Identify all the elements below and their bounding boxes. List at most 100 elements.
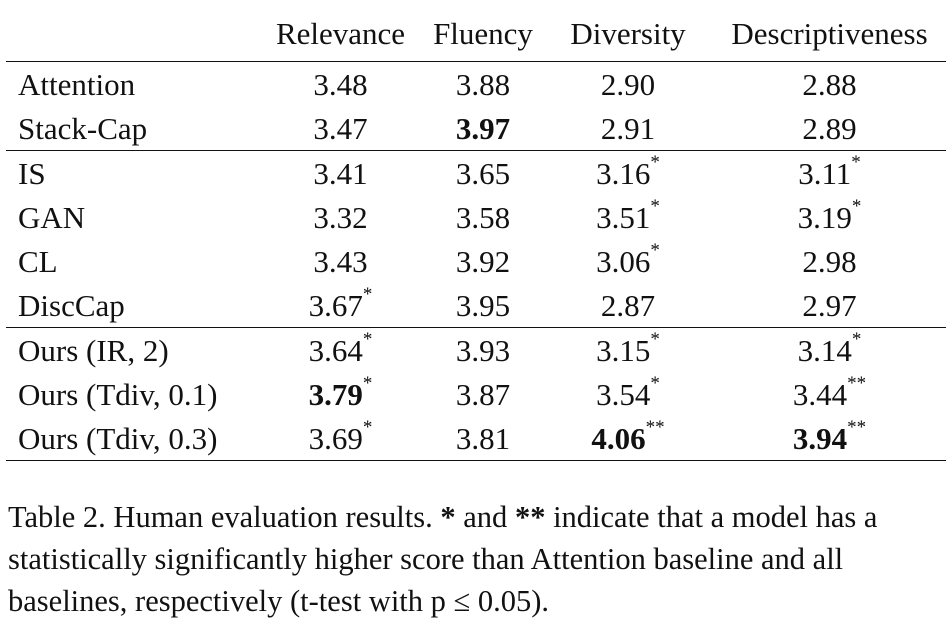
score-value: 3.93	[455, 332, 511, 368]
model-name-cell: Stack-Cap	[18, 110, 148, 146]
score-value: 2.97	[802, 287, 857, 323]
score-cell: 3.48	[258, 62, 423, 107]
header-cell-fluency: Fluency	[433, 15, 533, 51]
caption-text-1: Table 2. Human evaluation results.	[8, 500, 441, 534]
score-cell: 2.88	[713, 62, 946, 107]
score-value: 3.32	[313, 199, 368, 235]
score-wrapper: 3.54*	[596, 374, 660, 412]
score-wrapper: 3.79*	[308, 374, 373, 412]
table-header-row: Relevance Fluency Diversity Descriptiven…	[6, 8, 946, 62]
score-cell: 3.41	[258, 150, 423, 195]
table-row: Ours (Tdiv, 0.1) 3.79* 3.87 3.54* 3.44**	[6, 372, 946, 416]
score-value: 3.97	[455, 110, 511, 146]
score-wrapper: 3.94**	[792, 418, 866, 456]
score-wrapper: 2.90	[601, 69, 655, 100]
score-value: 3.16	[596, 155, 651, 191]
significance-marker: *	[851, 196, 862, 218]
score-cell: 3.11*	[713, 150, 946, 195]
score-value: 3.69	[308, 420, 363, 456]
score-wrapper: 3.69*	[308, 418, 373, 456]
score-value: 3.14	[797, 332, 852, 368]
score-wrapper: 2.87	[601, 290, 655, 321]
score-cell: 3.65	[423, 150, 543, 195]
score-value: 3.65	[455, 155, 511, 191]
header-cell-relevance: Relevance	[275, 15, 406, 51]
score-wrapper: 3.67*	[309, 285, 373, 320]
model-name-cell: GAN	[18, 199, 86, 235]
significance-marker: *	[362, 417, 373, 439]
score-wrapper: 3.14*	[797, 330, 862, 368]
score-value: 2.89	[802, 110, 857, 146]
score-value: 2.90	[600, 66, 656, 102]
score-wrapper: 3.65	[456, 158, 510, 189]
score-cell: 2.91	[543, 106, 713, 151]
score-cell: 3.88	[423, 62, 543, 107]
table-row: GAN 3.32 3.58 3.51* 3.19*	[6, 195, 946, 239]
score-cell: 2.97	[713, 283, 946, 328]
score-cell: 2.89	[713, 106, 946, 151]
model-name-cell: IS	[6, 150, 258, 195]
significance-marker: *	[650, 196, 660, 218]
table-row: DiscCap 3.67* 3.95 2.87 2.97	[6, 283, 946, 328]
score-value: 2.91	[600, 110, 656, 146]
score-wrapper: 2.88	[802, 69, 856, 100]
score-cell: 3.58	[423, 195, 543, 239]
score-value: 3.44	[792, 376, 848, 412]
row-group-ours: Ours (IR, 2) 3.64* 3.93 3.15* 3.14* Ours (Tdi…	[6, 327, 946, 461]
table-caption: Table 2. Human evaluation results. * and…	[8, 496, 943, 622]
caption-single-star: *	[440, 500, 456, 534]
score-wrapper: 3.48	[313, 69, 367, 100]
significance-marker: *	[362, 373, 373, 395]
score-cell: 3.32	[258, 195, 423, 239]
score-value: 3.79	[308, 376, 363, 412]
score-wrapper: 3.93	[456, 335, 510, 366]
score-wrapper: 3.97	[456, 113, 510, 144]
score-value: 3.51	[596, 199, 651, 235]
score-value: 2.88	[802, 66, 857, 102]
score-value: 3.15	[596, 332, 651, 368]
significance-marker: **	[847, 417, 867, 439]
model-name-cell: CL	[18, 243, 58, 279]
score-wrapper: 3.32	[313, 202, 367, 233]
score-value: 3.11	[798, 155, 852, 191]
score-cell: 3.97	[423, 106, 543, 151]
table-row: Ours (Tdiv, 0.3) 3.69* 3.81 4.06** 3.94**	[6, 416, 946, 461]
score-wrapper: 3.64*	[308, 330, 373, 368]
score-cell: 3.47	[258, 106, 423, 151]
caption-text-2: and	[455, 500, 515, 534]
row-group-baselines: Attention 3.48 3.88 2.90 2.88 Stack-Cap 3.47 3.…	[6, 62, 946, 151]
caption-double-star: **	[514, 500, 546, 534]
score-cell: 3.14*	[713, 327, 946, 372]
score-cell: 3.51*	[543, 195, 713, 239]
score-value: 3.92	[455, 243, 511, 279]
score-wrapper: 4.06**	[591, 418, 664, 453]
score-value: 3.64	[308, 332, 363, 368]
results-table: Relevance Fluency Diversity Descriptiven…	[6, 8, 946, 461]
score-cell: 3.54*	[543, 372, 713, 416]
score-wrapper: 3.58	[456, 202, 510, 233]
score-cell: 3.44**	[713, 372, 946, 416]
score-cell: 2.87	[543, 283, 713, 328]
score-value: 3.94	[792, 420, 848, 456]
score-cell: 2.90	[543, 62, 713, 107]
score-value: 3.19	[797, 199, 852, 235]
score-wrapper: 3.16*	[596, 153, 660, 191]
table-row: Ours (IR, 2) 3.64* 3.93 3.15* 3.14*	[6, 327, 946, 372]
significance-marker: *	[362, 284, 373, 306]
score-cell: 3.16*	[543, 150, 713, 195]
score-wrapper: 2.98	[802, 246, 856, 277]
score-wrapper: 3.44**	[792, 374, 866, 412]
header-cell-diversity: Diversity	[570, 15, 686, 51]
model-name-cell: Attention	[18, 66, 136, 102]
score-value: 3.54	[596, 376, 651, 412]
score-cell: 3.06*	[543, 239, 713, 283]
table-row: Attention 3.48 3.88 2.90 2.88	[6, 62, 946, 107]
score-wrapper: 3.87	[456, 379, 510, 410]
model-name-cell: Ours (Tdiv, 0.3)	[6, 416, 258, 461]
score-wrapper: 3.88	[456, 69, 510, 100]
score-cell: 3.87	[423, 372, 543, 416]
score-value: 3.81	[455, 420, 511, 456]
model-name-cell: Ours (IR, 2)	[6, 327, 258, 372]
significance-marker: *	[650, 240, 660, 262]
caption-text-3: indicate that a model has a statisticall…	[8, 500, 878, 618]
